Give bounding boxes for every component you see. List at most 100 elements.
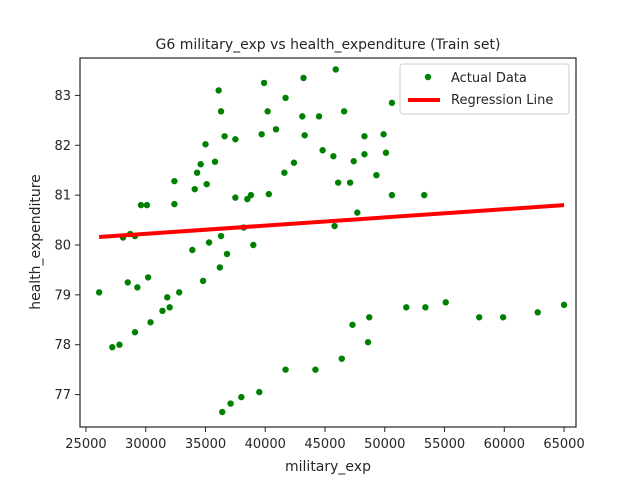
x-tick-label: 45000 [304, 437, 345, 452]
data-point [134, 284, 141, 291]
y-tick-label: 82 [54, 139, 71, 154]
data-point [124, 279, 132, 286]
y-tick-label: 80 [54, 238, 71, 253]
data-point [256, 388, 263, 396]
data-point [282, 366, 289, 373]
data-point [361, 133, 368, 140]
data-point [137, 201, 145, 209]
x-tick-label: 50000 [364, 437, 405, 452]
data-point [199, 277, 207, 285]
data-point [301, 132, 308, 139]
data-point [340, 108, 348, 115]
data-point [216, 264, 224, 271]
data-point [422, 304, 429, 311]
data-point [364, 339, 372, 346]
x-tick-label: 65000 [543, 437, 584, 452]
data-point [361, 151, 368, 158]
data-point [159, 307, 166, 315]
legend-marker-actual-data [424, 73, 432, 81]
data-point [191, 185, 198, 193]
data-point [290, 159, 298, 166]
data-point [281, 169, 288, 176]
data-point [247, 191, 255, 199]
x-tick-label: 25000 [65, 437, 106, 452]
data-point [300, 74, 307, 82]
data-point [232, 136, 239, 143]
data-point [176, 289, 183, 296]
data-point [166, 304, 173, 311]
data-point [331, 222, 338, 230]
x-tick-label: 35000 [185, 437, 226, 452]
x-tick-label: 40000 [245, 437, 286, 452]
data-point [312, 366, 319, 373]
x-tick-label: 30000 [125, 437, 166, 452]
chart-title: G6 military_exp vs health_expenditure (T… [156, 37, 501, 53]
y-tick-label: 81 [54, 189, 71, 204]
legend-frame [399, 63, 570, 115]
data-point [319, 147, 326, 154]
axes-frame [79, 57, 577, 428]
data-point [338, 355, 345, 362]
data-point [282, 94, 289, 102]
data-point [258, 131, 265, 138]
data-point [299, 113, 306, 120]
data-point [144, 274, 152, 281]
data-point [95, 289, 103, 296]
data-point [442, 299, 449, 306]
y-tick-label: 78 [54, 338, 71, 353]
y-axis-label: health_expenditure [28, 174, 44, 310]
x-tick-label: 55000 [424, 437, 465, 452]
data-point [332, 66, 339, 73]
data-point [205, 239, 213, 246]
data-point [388, 99, 396, 107]
data-point [164, 294, 171, 301]
data-point [203, 180, 210, 188]
data-point [534, 309, 541, 316]
data-point [373, 171, 380, 179]
data-point [354, 209, 361, 216]
data-point [131, 329, 139, 336]
data-point [171, 177, 178, 185]
data-point [334, 179, 342, 186]
data-point [380, 131, 387, 138]
regression-line [98, 203, 565, 240]
data-point [217, 232, 225, 240]
data-point [171, 200, 178, 208]
data-point [403, 304, 410, 311]
legend: Actual Data Regression Line [399, 63, 570, 115]
data-point [350, 158, 357, 165]
data-point [250, 241, 257, 249]
data-point [232, 194, 239, 201]
data-point [238, 393, 245, 401]
data-point [189, 246, 196, 254]
data-point [227, 400, 234, 407]
data-point [382, 149, 390, 156]
data-point [116, 341, 123, 348]
data-point [221, 133, 228, 140]
legend-label-actual-data: Actual Data [451, 71, 527, 86]
plot-area [95, 66, 568, 416]
data-point [315, 113, 323, 120]
data-point [346, 179, 354, 186]
data-point [330, 153, 337, 160]
y-tick-label: 83 [54, 89, 71, 104]
legend-label-regression-line: Regression Line [451, 93, 553, 108]
data-point [265, 190, 273, 198]
x-axis-label: military_exp [285, 459, 371, 475]
data-point [215, 87, 222, 94]
data-point [217, 108, 225, 115]
data-point [109, 344, 116, 351]
data-point [349, 321, 356, 328]
data-point [560, 301, 568, 309]
data-point [475, 314, 483, 321]
data-point [147, 319, 154, 326]
data-point [499, 314, 507, 321]
data-point [143, 201, 151, 209]
data-point [366, 314, 373, 321]
data-point [211, 158, 219, 165]
data-point [388, 191, 396, 199]
data-point [197, 161, 204, 168]
data-point [219, 408, 226, 416]
data-point [264, 108, 271, 115]
